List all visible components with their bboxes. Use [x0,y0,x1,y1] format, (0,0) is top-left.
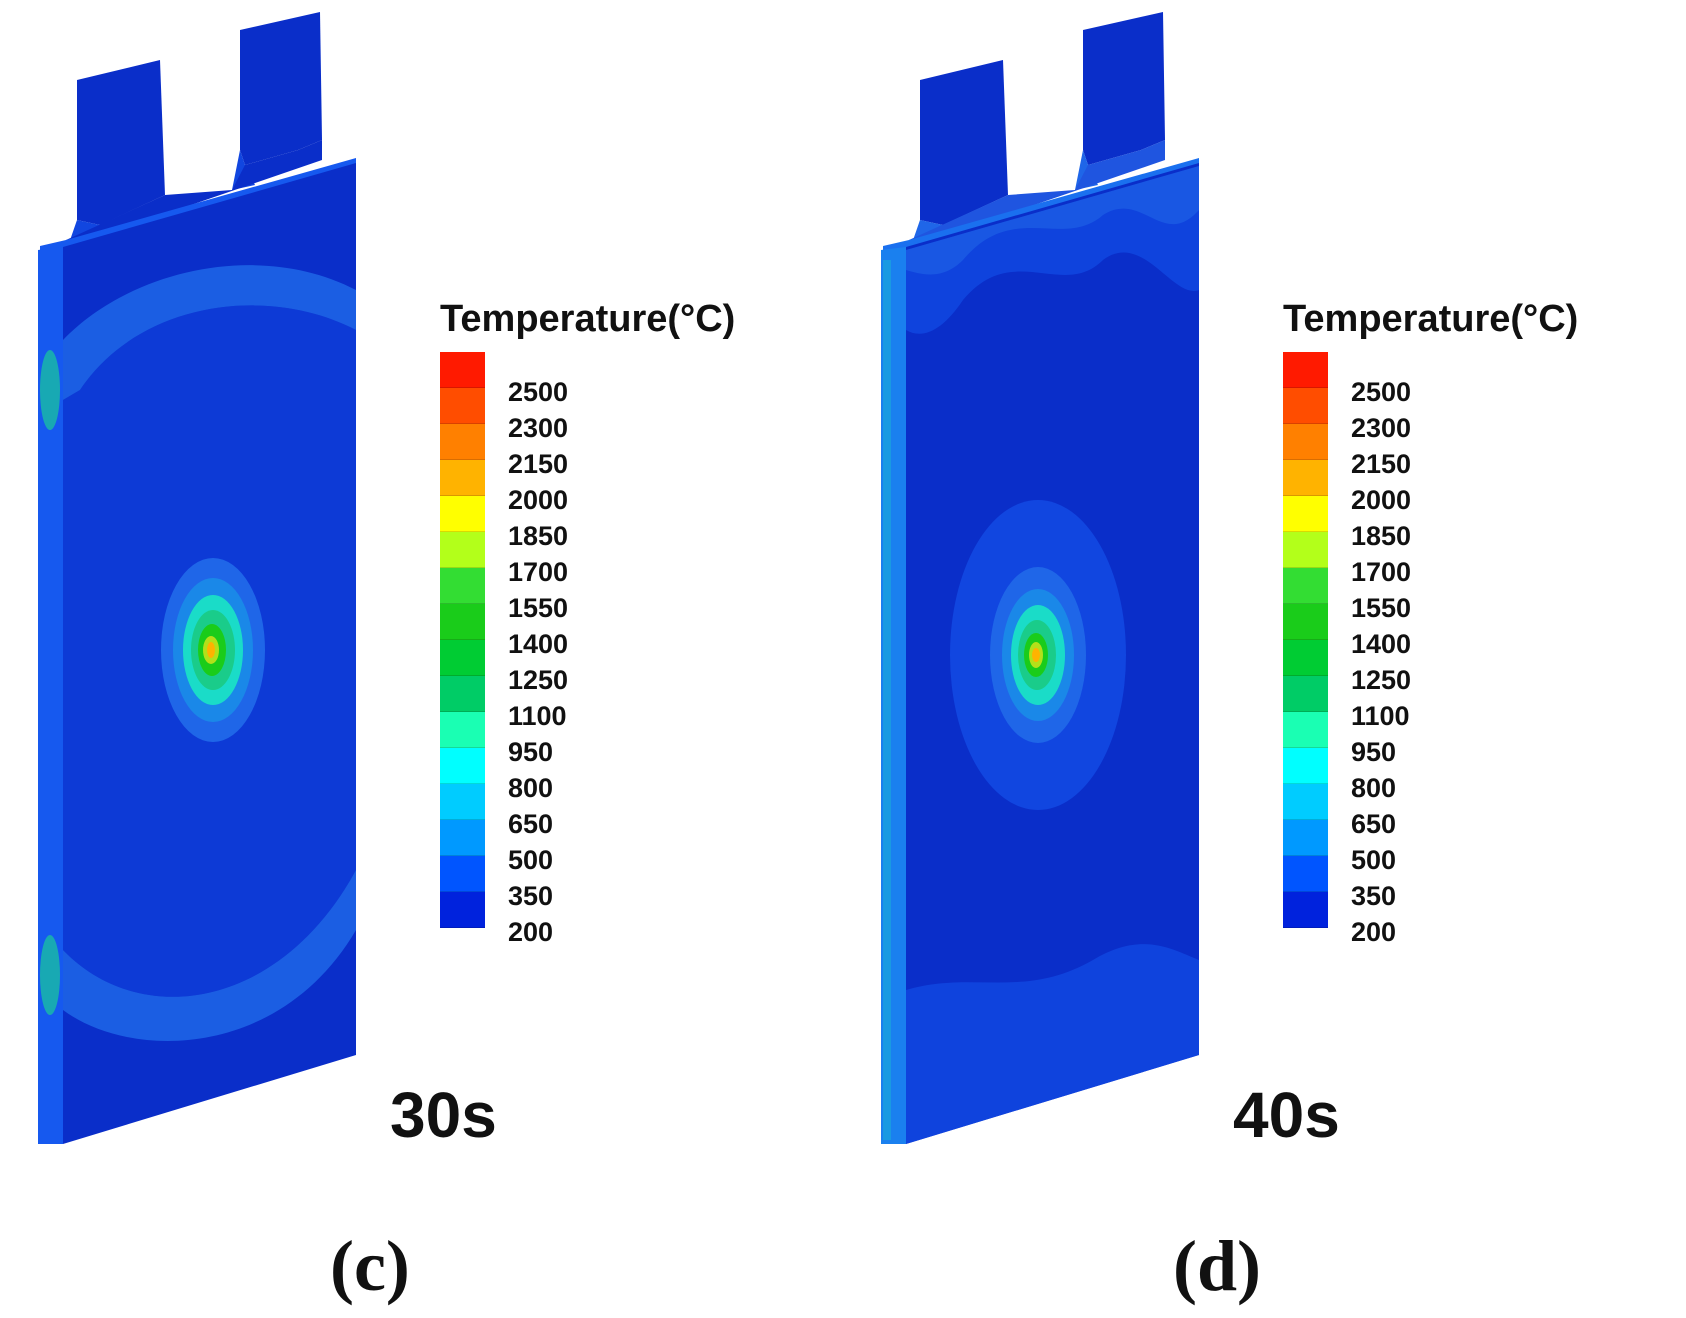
tab-right [240,12,322,165]
tab-left [920,60,1008,225]
upper-band-inner [906,166,1199,275]
legend-swatch [440,892,485,928]
panel-caption: (c) [330,1226,410,1306]
side-edge-glow [883,260,891,1140]
legend-swatch [1283,640,1328,676]
legend-swatch [1283,496,1328,532]
side-hotspot-1 [40,350,60,430]
legend-level-label: 1550 [508,593,569,623]
legend-swatch [1283,892,1328,928]
legend-swatch [440,676,485,712]
legend-level-label: 950 [1351,737,1397,767]
hotspot-core [1032,648,1040,662]
legend-swatch [1283,820,1328,856]
legend-swatch [440,568,485,604]
legend-level-label: 1700 [1351,557,1412,587]
side-hotspot-2 [40,935,60,1015]
legend-labels: 2500 2300 2150 2000 1850 1700 1550 1400 1250 1100… [1351,352,1412,947]
battery-cell-3d-d [881,12,1199,1144]
legend-swatch [440,820,485,856]
legend-level-label: 1700 [508,557,569,587]
legend-level-label: 2300 [1351,413,1412,443]
tab-shoulder [66,140,322,248]
legend-swatch [1283,424,1328,460]
legend-swatch [1283,748,1328,784]
legend-level-label: 1400 [1351,629,1412,659]
legend-labels: 2500 2300 2150 2000 1850 1700 1550 1400 1250 1100… [508,352,569,947]
legend-level-label: 950 [508,737,554,767]
legend-level-label: 1250 [1351,665,1412,695]
legend-level-label: 1250 [508,665,569,695]
cell-top-edge [40,158,356,254]
legend-swatch [1283,568,1328,604]
lower-band [906,944,1199,1144]
legend-swatch [440,784,485,820]
legend-level-label: 2300 [508,413,569,443]
legend-level-label: 650 [508,809,554,839]
legend-swatch [1283,784,1328,820]
upper-band [63,265,356,400]
panel-d: Temperature(°C) 2500 2300 2150 2000 1850 1700… [843,0,1686,1318]
battery-cell-3d-c [38,12,356,1144]
cell-side-edge [881,247,906,1144]
legend-color-bar [440,352,485,928]
panel-c: Temperature(°C) 2500 2300 2150 2000 1850 1700… [38,12,736,1306]
legend-level-label: 1400 [508,629,569,659]
time-label: 40s [1233,1079,1340,1151]
legend-level-label: 2000 [508,485,569,515]
legend-level-label: 200 [508,917,554,947]
legend-level-label: 200 [1351,917,1397,947]
legend-title: Temperature(°C) [1283,298,1579,340]
legend-swatch [440,532,485,568]
legend-level-label: 350 [508,881,554,911]
legend-level-label: 1550 [1351,593,1412,623]
legend-color-bar [1283,352,1328,928]
legend-swatch [440,640,485,676]
legend-swatch [440,388,485,424]
legend-level-label: 2150 [508,449,569,479]
tab-shoulder [909,140,1165,248]
legend-level-label: 2500 [1351,377,1412,407]
legend-swatch [440,424,485,460]
cell-side-edge [38,247,63,1144]
legend-swatch [1283,352,1328,388]
legend-level-label: 800 [508,773,554,803]
legend-swatch [1283,712,1328,748]
lower-band [63,870,356,1041]
legend-swatch [440,748,485,784]
legend-swatch [440,856,485,892]
legend-level-label: 1100 [508,701,567,731]
legend-swatch [1283,532,1328,568]
legend-swatch [1283,460,1328,496]
legend-swatch [1283,604,1328,640]
legend-level-label: 2150 [1351,449,1412,479]
legend-level-label: 1850 [1351,521,1412,551]
legend-swatch [1283,856,1328,892]
tab-left [77,60,165,225]
legend-swatch [440,496,485,532]
legend-swatch [1283,676,1328,712]
legend-swatch [440,712,485,748]
legend-level-label: 500 [1351,845,1397,875]
legend-title: Temperature(°C) [440,298,736,340]
legend-level-label: 2500 [508,377,569,407]
legend-swatch [440,460,485,496]
panel-caption: (d) [1173,1226,1261,1306]
legend-swatch [440,352,485,388]
cell-top-edge [883,158,1199,254]
time-label: 30s [390,1079,497,1151]
legend-level-label: 2000 [1351,485,1412,515]
legend-swatch [1283,388,1328,424]
legend-swatch [440,604,485,640]
legend-level-label: 1850 [508,521,569,551]
tab-right [1083,12,1165,165]
legend-level-label: 500 [508,845,554,875]
hotspot-core [207,642,215,658]
legend-level-label: 650 [1351,809,1397,839]
legend-level-label: 1100 [1351,701,1410,731]
legend-level-label: 350 [1351,881,1397,911]
legend-level-label: 800 [1351,773,1397,803]
